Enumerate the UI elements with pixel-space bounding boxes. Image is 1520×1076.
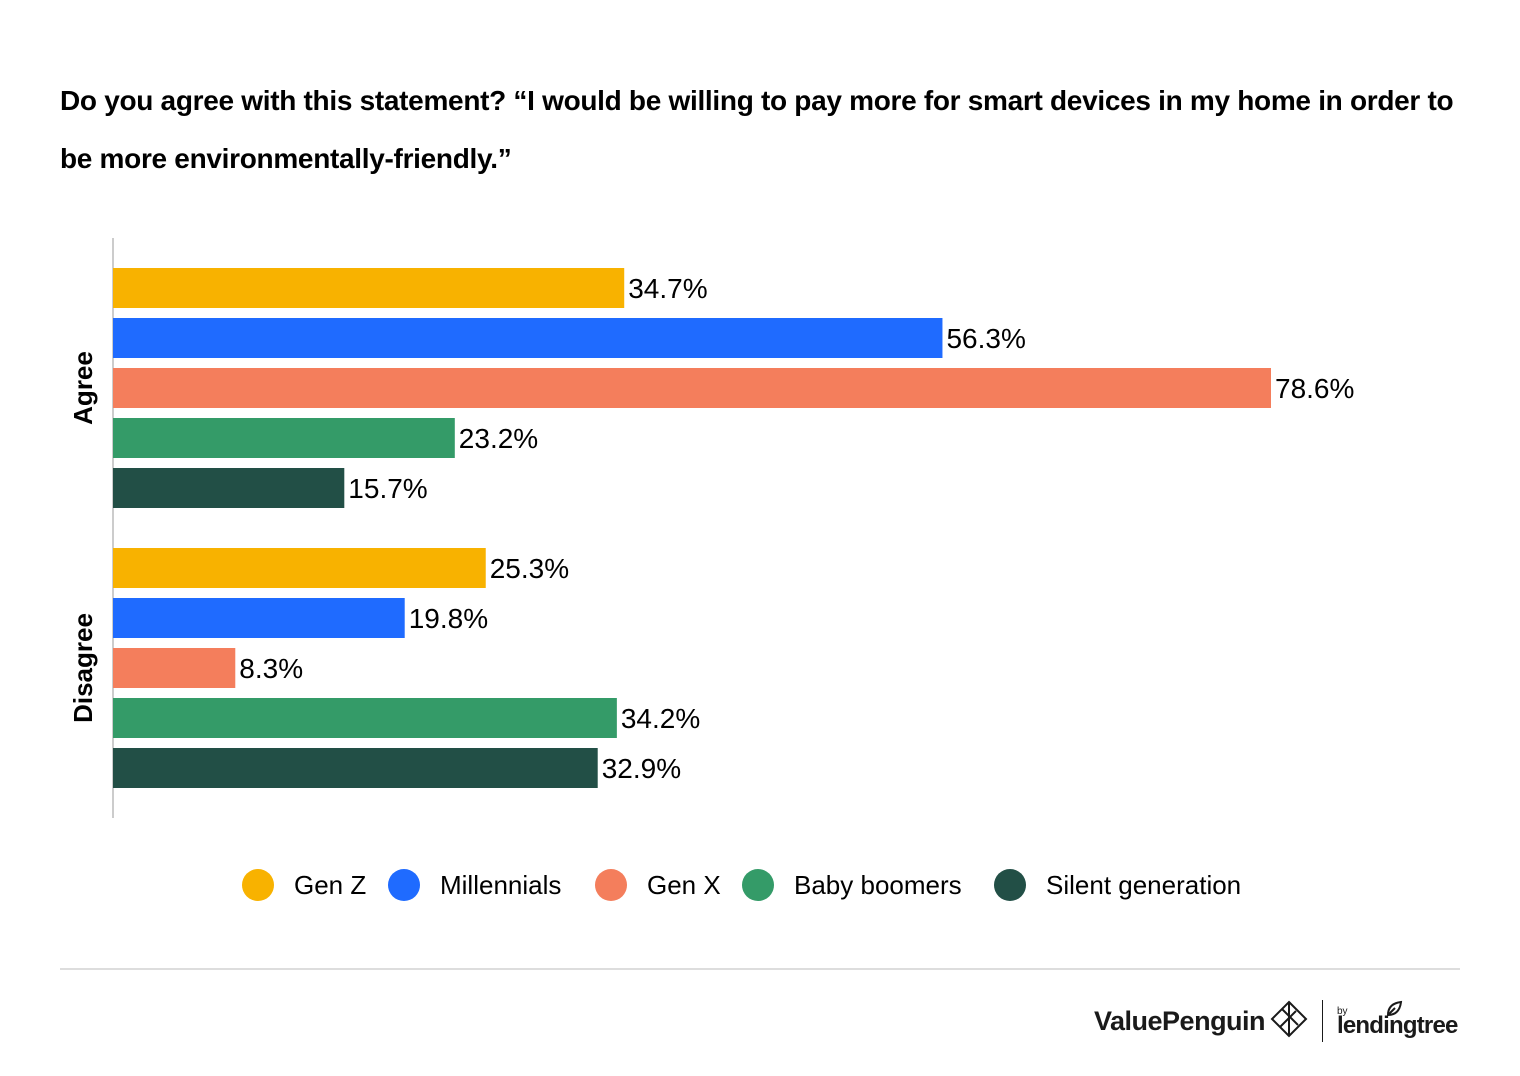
legend-label: Baby boomers: [794, 869, 962, 900]
legend-item-gen-x: Gen X: [595, 862, 721, 908]
leaf-icon: [1386, 1000, 1403, 1017]
legend-label: Gen Z: [294, 869, 367, 900]
bars-group: [113, 268, 1271, 788]
chart-title: Do you agree with this statement? “I wou…: [60, 85, 1454, 174]
bar-chart: 34.7% 56.3% 78.6% 23.2% 15.7% 25.3%19.8% 8.3% 3…: [68, 238, 1354, 818]
penguin-diamond-icon: [1270, 1000, 1308, 1038]
legend-label: Silent generation: [1046, 869, 1242, 900]
footer-logo: ValuePenguin by lendingtree: [1094, 996, 1460, 1046]
legend-item-millennials: Millennials: [388, 862, 561, 908]
logo-separator: [1322, 1000, 1323, 1042]
legend-swatch: [994, 869, 1026, 901]
bar-agree-gen-z: [113, 268, 625, 308]
legend-swatch: [742, 869, 774, 901]
legend-item-silent-generation: Silent generation: [994, 862, 1241, 908]
bar-disagree-millennials: [113, 598, 405, 638]
category-label-disagree: Disagree: [68, 613, 98, 723]
bar-value-label: 56.3%: [946, 323, 1025, 354]
bar-value-label: 78.6%: [1275, 373, 1354, 404]
brand-name: ValuePenguin: [1094, 1006, 1266, 1036]
bar-disagree-gen-x: [113, 648, 236, 688]
bar-disagree-baby-boomers: [113, 698, 617, 738]
bar-value-label: 8.3%: [239, 653, 303, 684]
bar-value-label: 32.9%: [602, 753, 681, 784]
legend-label: Millennials: [440, 869, 562, 900]
bar-labels-group: 34.7% 56.3% 78.6% 23.2% 15.7% 25.3%19.8% 8.3% 3…: [239, 273, 1354, 784]
bar-value-label: 34.7%: [628, 273, 707, 304]
bar-disagree-gen-z: [113, 548, 486, 588]
partner-by: by: [1337, 1006, 1348, 1017]
footer-divider: [60, 968, 1460, 970]
bar-value-label: 19.8%: [409, 603, 488, 634]
bar-value-label: 34.2%: [621, 703, 700, 734]
legend-swatch: [242, 869, 274, 901]
bar-value-label: 23.2%: [459, 423, 538, 454]
bar-agree-baby-boomers: [113, 418, 455, 458]
bar-value-label: 25.3%: [490, 553, 569, 584]
bar-agree-silent-generation: [113, 468, 345, 508]
legend-item-gen-z: Gen Z: [242, 862, 366, 908]
bar-agree-millennials: [113, 318, 943, 358]
category-label-agree: Agree: [68, 351, 98, 425]
legend-swatch: [595, 869, 627, 901]
partner-name: lendingtree: [1337, 1012, 1458, 1039]
bar-agree-gen-x: [113, 368, 1271, 408]
legend-swatch: [388, 869, 420, 901]
category-labels-group: Agree Disagree: [68, 351, 98, 723]
legend: Gen Z Millennials Gen X Baby boomers Silent …: [0, 862, 1520, 908]
bar-value-label: 15.7%: [348, 473, 427, 504]
bar-disagree-silent-generation: [113, 748, 598, 788]
legend-item-baby-boomers: Baby boomers: [742, 862, 962, 908]
legend-label: Gen X: [647, 869, 721, 900]
